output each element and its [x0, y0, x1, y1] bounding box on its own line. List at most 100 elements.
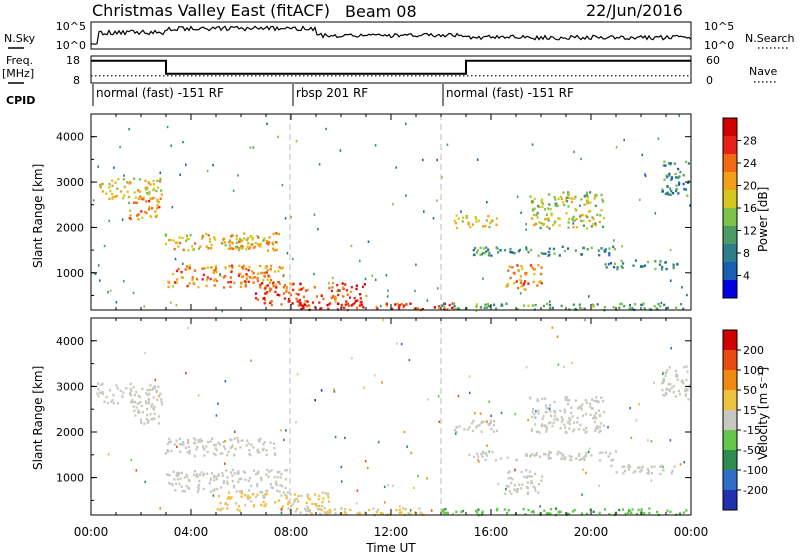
data-cell	[648, 307, 651, 311]
data-cell	[112, 394, 115, 397]
data-cell	[592, 223, 595, 226]
data-cell	[629, 465, 632, 468]
data-cell	[247, 442, 250, 445]
data-cell	[147, 182, 150, 185]
data-cell	[304, 299, 307, 303]
data-cell	[383, 485, 386, 489]
data-cell	[177, 245, 180, 248]
data-cell	[484, 452, 487, 455]
data-cell	[315, 503, 318, 506]
data-cell	[553, 418, 556, 421]
data-cell	[474, 215, 477, 219]
data-cell	[483, 251, 486, 255]
data-cell	[513, 252, 516, 255]
data-cell	[577, 454, 581, 457]
data-cell	[612, 245, 615, 248]
data-cell	[684, 393, 688, 396]
data-cell	[662, 371, 665, 374]
data-cell	[359, 297, 362, 300]
data-cell	[327, 500, 330, 503]
data-cell	[667, 382, 670, 386]
data-cell	[479, 246, 482, 249]
data-cell	[146, 192, 149, 195]
data-cell	[259, 283, 262, 286]
data-cell	[281, 183, 284, 187]
data-cell	[321, 505, 324, 508]
data-cell	[207, 234, 210, 237]
data-cell	[599, 214, 602, 217]
data-cell	[504, 492, 507, 496]
colorbar-tick-label: 4	[743, 270, 750, 283]
data-cell	[396, 302, 399, 306]
data-cell	[567, 196, 570, 199]
data-cell	[295, 497, 298, 501]
data-cell	[594, 204, 597, 207]
data-cell	[486, 420, 488, 423]
data-cell	[589, 191, 592, 194]
data-cell	[119, 190, 123, 193]
data-cell	[474, 412, 476, 415]
data-cell	[249, 496, 252, 499]
data-cell	[570, 455, 573, 459]
data-cell	[256, 279, 260, 283]
data-cell	[566, 402, 570, 406]
data-cell	[515, 459, 518, 462]
data-cell	[589, 405, 592, 408]
data-cell	[542, 252, 545, 255]
data-cell	[541, 475, 544, 478]
data-cell	[677, 192, 680, 195]
data-cell	[274, 290, 277, 294]
data-cell	[590, 454, 593, 457]
data-cell	[687, 180, 690, 183]
data-cell	[509, 250, 512, 254]
data-cell	[589, 201, 592, 204]
data-cell	[101, 190, 104, 193]
data-cell	[351, 357, 353, 360]
data-cell	[475, 426, 478, 429]
data-cell	[455, 426, 458, 429]
data-cell	[285, 288, 288, 291]
data-cell	[594, 427, 597, 430]
data-cell	[562, 201, 565, 204]
data-cell	[634, 259, 637, 262]
data-cell	[140, 421, 143, 424]
data-cell	[506, 512, 509, 515]
data-cell	[676, 263, 679, 266]
data-cell	[240, 491, 243, 494]
data-cell	[180, 485, 183, 488]
data-cell	[368, 508, 371, 512]
data-cell	[590, 225, 593, 228]
data-cell	[683, 187, 686, 191]
data-cell	[486, 302, 489, 306]
data-cell	[206, 169, 209, 173]
data-cell	[572, 303, 575, 306]
data-cell	[640, 510, 643, 513]
data-cell	[184, 446, 187, 449]
data-cell	[570, 200, 573, 204]
data-cell	[475, 217, 478, 220]
data-cell	[492, 430, 495, 433]
data-cell	[539, 280, 542, 283]
data-cell	[576, 226, 579, 229]
data-cell	[135, 469, 138, 472]
data-cell	[108, 219, 110, 223]
data-cell	[152, 396, 155, 399]
data-cell	[662, 164, 665, 167]
data-cell	[269, 483, 272, 486]
data-cell	[528, 470, 532, 473]
data-cell	[266, 122, 268, 125]
data-cell	[281, 505, 284, 508]
data-cell	[575, 457, 578, 460]
data-cell	[620, 259, 623, 263]
data-cell	[664, 164, 667, 167]
data-cell	[641, 511, 644, 515]
data-cell	[195, 474, 198, 478]
data-cell	[203, 448, 206, 451]
data-cell	[133, 191, 136, 194]
data-cell	[170, 144, 172, 147]
data-cell	[339, 149, 342, 152]
data-cell	[675, 373, 678, 376]
data-cell	[355, 502, 358, 505]
data-cell	[375, 305, 378, 309]
data-cell	[345, 302, 348, 305]
